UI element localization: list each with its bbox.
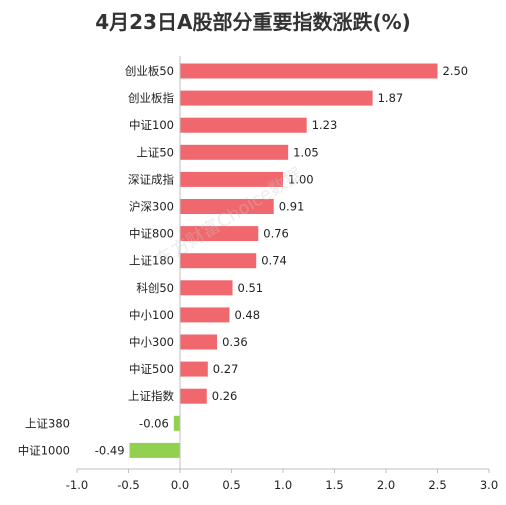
bar (180, 226, 259, 242)
bar (180, 361, 208, 377)
category-label: 上证380 (25, 416, 70, 430)
data-label: 1.05 (293, 145, 319, 159)
data-label: 0.48 (234, 308, 260, 322)
bar (180, 171, 283, 187)
category-label: 创业板指 (128, 91, 174, 105)
chart-title: 4月23日A股部分重要指数涨跌(%) (95, 10, 411, 34)
x-tick-label: -1.0 (66, 478, 88, 492)
category-label: 深证成指 (128, 172, 174, 186)
data-label: -0.06 (139, 416, 169, 430)
category-label: 中证100 (129, 118, 174, 132)
category-label: 科创50 (136, 281, 174, 295)
data-label: 0.27 (213, 362, 239, 376)
bar (180, 388, 207, 404)
data-label: 0.74 (261, 254, 287, 268)
data-label: 1.00 (288, 172, 314, 186)
bar (180, 199, 274, 214)
category-label: 中证500 (129, 362, 174, 376)
category-label: 上证指数 (128, 389, 174, 403)
x-tick-label: 2.0 (377, 478, 395, 492)
x-tick-label: 2.5 (428, 478, 446, 492)
category-label: 沪深300 (129, 200, 174, 214)
data-label: 0.76 (263, 227, 289, 241)
category-label: 创业板50 (125, 64, 174, 78)
bar (180, 90, 373, 106)
x-tick-label: 1.0 (274, 478, 292, 492)
data-label: 2.50 (443, 64, 469, 78)
data-label: 1.23 (312, 118, 338, 132)
x-tick-label: 0.0 (171, 478, 189, 492)
bar (180, 253, 257, 269)
category-label: 中证800 (129, 227, 174, 241)
data-label: 0.91 (279, 200, 305, 214)
bar (180, 307, 230, 323)
bar (129, 442, 180, 458)
x-tick-label: 0.5 (222, 478, 240, 492)
data-label: 0.51 (238, 281, 264, 295)
bar (173, 415, 180, 431)
data-label: 0.36 (222, 335, 248, 349)
data-label: -0.49 (95, 443, 125, 457)
x-tick-label: -0.5 (117, 478, 139, 492)
x-tick-label: 1.5 (325, 478, 343, 492)
bar (180, 63, 438, 79)
bar (180, 117, 307, 133)
category-label: 上证50 (136, 145, 174, 159)
category-label: 上证180 (129, 254, 174, 268)
bar (180, 280, 233, 296)
data-label: 0.26 (212, 389, 238, 403)
x-tick-label: 3.0 (480, 478, 498, 492)
category-label: 中小300 (129, 335, 174, 349)
category-label: 中证1000 (18, 443, 70, 457)
bar (180, 334, 218, 350)
category-label: 中小100 (129, 308, 174, 322)
data-label: 1.87 (378, 91, 404, 105)
bar (180, 144, 289, 160)
